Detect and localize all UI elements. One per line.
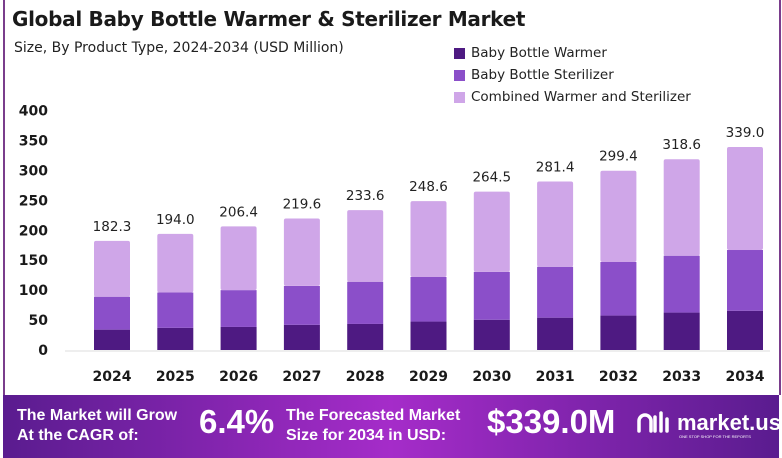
bar-segment — [410, 321, 447, 350]
total-label: 339.0 — [726, 125, 765, 141]
chart-subtitle: Size, By Product Type, 2024-2034 (USD Mi… — [14, 40, 344, 56]
bar-segment — [473, 271, 510, 320]
bar-segment — [220, 290, 257, 327]
bar-segment — [727, 250, 763, 311]
bar-segment — [600, 315, 637, 350]
bar-segment — [157, 292, 194, 328]
bar-segment — [410, 201, 447, 277]
x-tick-label: 2032 — [599, 369, 638, 385]
market-us-logo: market.us ONE STOP SHOP FOR THE REPORTS — [635, 409, 781, 439]
bar-segment — [600, 170, 637, 262]
summary-banner: The Market will Grow At the CAGR of: 6.4%… — [3, 395, 781, 458]
forecast-label: The Forecasted Market Size for 2034 in US… — [286, 407, 461, 444]
bar-segment — [727, 310, 763, 350]
total-label: 248.6 — [409, 179, 448, 195]
bar-segment — [473, 191, 510, 272]
bar-segment — [537, 317, 574, 350]
total-label: 318.6 — [662, 137, 701, 153]
bar-segment — [94, 296, 130, 330]
legend-swatch — [454, 91, 465, 103]
x-tick-label: 2033 — [662, 369, 701, 385]
cagr-value: 6.4% — [199, 403, 275, 440]
y-tick-label: 200 — [19, 223, 48, 239]
total-label: 182.3 — [93, 219, 132, 235]
bar-chart: 0 50 100 150 200 250 300 350 400 182.3 2024 194.0 20… — [19, 104, 770, 385]
bar-segment — [283, 324, 320, 350]
legend-label: Combined Warmer and Sterilizer — [471, 89, 691, 105]
chart-title: Global Baby Bottle Warmer & Sterilizer M… — [12, 7, 526, 31]
total-label: 233.6 — [346, 188, 385, 204]
y-tick-label: 250 — [19, 193, 48, 209]
logo-icon — [637, 411, 669, 433]
y-tick-label: 300 — [19, 163, 48, 179]
bar-segment — [220, 226, 257, 291]
bar-segment — [410, 276, 447, 322]
total-label: 264.5 — [472, 170, 511, 186]
bar-segment — [537, 266, 574, 318]
y-tick-label: 150 — [19, 253, 48, 269]
chart-frame — [3, 0, 781, 395]
bar-segment — [663, 255, 700, 313]
y-tick-label: 0 — [38, 343, 48, 359]
bar-segment — [220, 326, 257, 350]
legend-swatch — [454, 69, 465, 81]
x-tick-label: 2034 — [726, 369, 765, 385]
bar-segment — [347, 210, 384, 282]
bar-segment — [600, 261, 637, 316]
legend: Baby Bottle Warmer Baby Bottle Sterilize… — [454, 42, 691, 108]
bar-segment — [94, 329, 130, 350]
total-label: 299.4 — [599, 149, 638, 165]
total-label: 281.4 — [536, 160, 575, 176]
total-label: 194.0 — [156, 212, 195, 228]
legend-swatch — [454, 47, 465, 59]
cagr-label: The Market will Grow At the CAGR of: — [17, 407, 178, 444]
bar-segment — [347, 323, 384, 350]
bar-segment — [283, 218, 320, 286]
bar-segment — [537, 181, 574, 267]
x-tick-label: 2030 — [472, 369, 511, 385]
x-tick-label: 2026 — [219, 369, 258, 385]
bar-segment — [283, 285, 320, 325]
legend-label: Baby Bottle Sterilizer — [471, 67, 614, 83]
y-tick-label: 350 — [19, 133, 48, 149]
legend-item-warmer: Baby Bottle Warmer — [454, 42, 691, 64]
y-tick-label: 400 — [19, 104, 48, 120]
bar-segment — [663, 159, 700, 256]
y-tick-label: 50 — [29, 313, 49, 329]
legend-item-combined: Combined Warmer and Sterilizer — [454, 86, 691, 108]
bar-segment — [473, 319, 510, 350]
x-tick-label: 2029 — [409, 369, 448, 385]
bar-segment — [157, 327, 194, 350]
bar-segment — [94, 240, 130, 297]
y-tick-label: 100 — [19, 283, 48, 299]
bar-segment — [663, 312, 700, 350]
x-tick-label: 2028 — [346, 369, 385, 385]
legend-item-sterilizer: Baby Bottle Sterilizer — [454, 64, 691, 86]
total-label: 206.4 — [219, 204, 258, 220]
legend-label: Baby Bottle Warmer — [471, 45, 607, 61]
forecast-value: $339.0M — [487, 403, 616, 440]
bar-segment — [727, 147, 763, 251]
x-tick-label: 2027 — [282, 369, 321, 385]
x-tick-label: 2025 — [156, 369, 195, 385]
total-label: 219.6 — [283, 197, 322, 213]
x-tick-label: 2031 — [536, 369, 575, 385]
bar-segment — [157, 233, 194, 293]
x-tick-label: 2024 — [93, 369, 132, 385]
bar-segment — [347, 281, 384, 324]
